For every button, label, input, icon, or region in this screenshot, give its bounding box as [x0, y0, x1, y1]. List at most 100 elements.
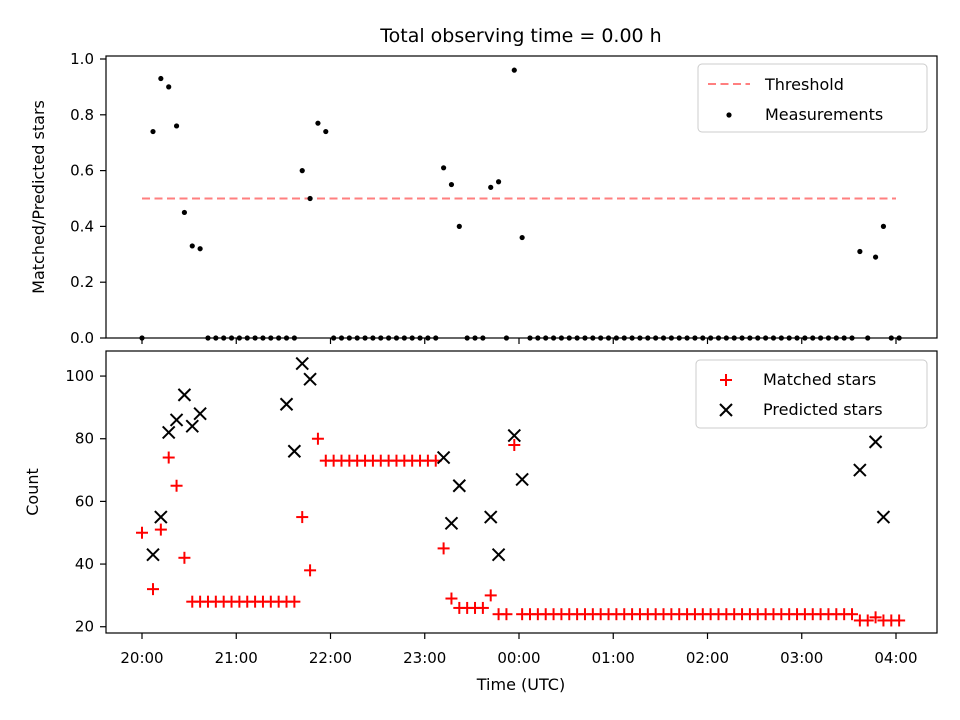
- count-x-tick-label: 01:00: [592, 649, 635, 667]
- measurement-point: [150, 128, 156, 135]
- measurement-points: [139, 67, 902, 341]
- count-legend-box: [695, 359, 928, 429]
- measurement-point: [880, 223, 887, 229]
- predicted-star-point: [185, 419, 199, 433]
- predicted-star-point: [452, 479, 467, 493]
- matched-star-point: [178, 551, 191, 564]
- legend-matched-label: Matched stars: [763, 370, 876, 389]
- predicted-star-point: [876, 510, 891, 524]
- count-y-tick-label: 40: [75, 555, 94, 573]
- count-x-tick-label: 21:00: [215, 649, 258, 667]
- predicted-star-point: [853, 463, 867, 477]
- count-x-tick-label: 22:00: [309, 649, 352, 667]
- count-x-tick-label: 23:00: [403, 649, 446, 667]
- predicted-star-point: [868, 435, 883, 449]
- legend-threshold-label: Threshold: [764, 75, 844, 94]
- legend-measurements-label: Measurements: [765, 105, 883, 124]
- matched-star-point: [146, 583, 159, 596]
- count-y-tick-label: 100: [65, 367, 94, 385]
- predicted-star-point: [303, 372, 317, 386]
- count-y-axis-label: Count: [23, 468, 42, 516]
- legend-matched-swatch: [720, 374, 732, 386]
- predicted-star-points: [146, 356, 891, 562]
- matched-star-point: [154, 523, 167, 536]
- predicted-star-point: [279, 397, 294, 411]
- count-y-tick-label: 60: [75, 492, 94, 510]
- measurement-point: [307, 195, 313, 202]
- measurement-point: [872, 254, 879, 260]
- predicted-star-point: [491, 547, 506, 562]
- predicted-star-point: [436, 450, 451, 465]
- predicted-star-point: [507, 428, 521, 443]
- matched-star-point: [861, 614, 874, 627]
- count-x-tick-label: 03:00: [780, 649, 823, 667]
- measurement-point: [181, 209, 188, 216]
- matched-star-point: [304, 564, 317, 577]
- measurement-point: [299, 168, 305, 174]
- count-y-tick-label: 20: [75, 618, 94, 636]
- measurement-point: [173, 123, 180, 129]
- matched-star-point: [296, 511, 309, 524]
- legend-measurements-swatch: [726, 112, 732, 118]
- matched-star-point: [437, 542, 450, 555]
- ratio-y-tick-label: 0.6: [70, 162, 94, 180]
- measurement-point: [857, 248, 863, 255]
- matched-star-point: [893, 614, 906, 627]
- measurement-point: [197, 246, 203, 252]
- matched-star-point: [869, 611, 882, 624]
- ratio-y-ticks: 0.0 0.2 0.4 0.6 0.8 1.0: [70, 50, 106, 347]
- ratio-y-tick-label: 1.0: [70, 50, 94, 68]
- ratio-axes-frame: [105, 55, 938, 339]
- ratio-y-axis-label: Matched/Predicted stars: [29, 100, 48, 294]
- ratio-y-tick-label: 0.0: [70, 329, 94, 347]
- legend-predicted-label: Predicted stars: [763, 400, 883, 419]
- predicted-star-point: [146, 547, 160, 562]
- measurement-point: [519, 234, 525, 241]
- count-x-tick-label: 00:00: [497, 649, 540, 667]
- matched-star-point: [508, 439, 521, 451]
- predicted-star-point: [444, 516, 459, 531]
- matched-star-point: [170, 479, 183, 492]
- predicted-star-point: [169, 413, 184, 427]
- ratio-x-ticks: [141, 338, 897, 344]
- ratio-y-tick-label: 0.2: [70, 273, 94, 291]
- chart-title: Total observing time = 0.00 h: [379, 25, 661, 47]
- predicted-star-point: [177, 388, 192, 402]
- predicted-star-point: [287, 444, 302, 458]
- matched-star-point: [500, 608, 513, 621]
- count-y-tick-label: 80: [75, 430, 94, 448]
- measurement-point: [189, 243, 195, 249]
- count-axes-frame: [105, 350, 938, 634]
- matched-star-point: [136, 526, 148, 539]
- count-panel: 20 40 60 80 100 20:00 21:00 22:00 23:00 00:00 01:…: [23, 350, 938, 694]
- measurement-point: [511, 67, 517, 73]
- measurement-point: [448, 181, 455, 188]
- count-x-tick-label: 02:00: [686, 649, 729, 667]
- count-x-tick-label: 04:00: [874, 649, 917, 667]
- count-legend: Matched stars Predicted stars: [695, 359, 928, 429]
- predicted-star-point: [515, 472, 529, 487]
- ratio-y-tick-label: 0.8: [70, 106, 94, 124]
- legend-predicted-swatch: [719, 403, 733, 417]
- predicted-star-point: [161, 425, 176, 440]
- ratio-legend: Threshold Measurements: [697, 63, 928, 133]
- measurement-point: [441, 165, 447, 171]
- matched-star-point: [162, 451, 175, 464]
- predicted-star-point: [193, 406, 207, 421]
- predicted-star-point: [154, 510, 168, 524]
- predicted-star-point: [484, 510, 498, 524]
- ratio-panel: 0.0 0.2 0.4 0.6 0.8 1.0 Matched/Predicted sta…: [29, 50, 938, 347]
- measurement-point: [456, 223, 462, 229]
- matched-star-points: [136, 432, 906, 627]
- matched-star-point: [311, 432, 324, 445]
- measurement-point: [488, 184, 494, 190]
- count-x-tick-label: 20:00: [120, 649, 163, 667]
- predicted-star-point: [295, 356, 309, 371]
- measurement-point: [323, 128, 329, 135]
- count-y-ticks: 20 40 60 80 100: [65, 367, 106, 636]
- count-x-axis-label: Time (UTC): [476, 675, 565, 694]
- measurement-point: [158, 75, 164, 82]
- ratio-y-tick-label: 0.4: [70, 217, 94, 235]
- measurement-point: [315, 120, 321, 126]
